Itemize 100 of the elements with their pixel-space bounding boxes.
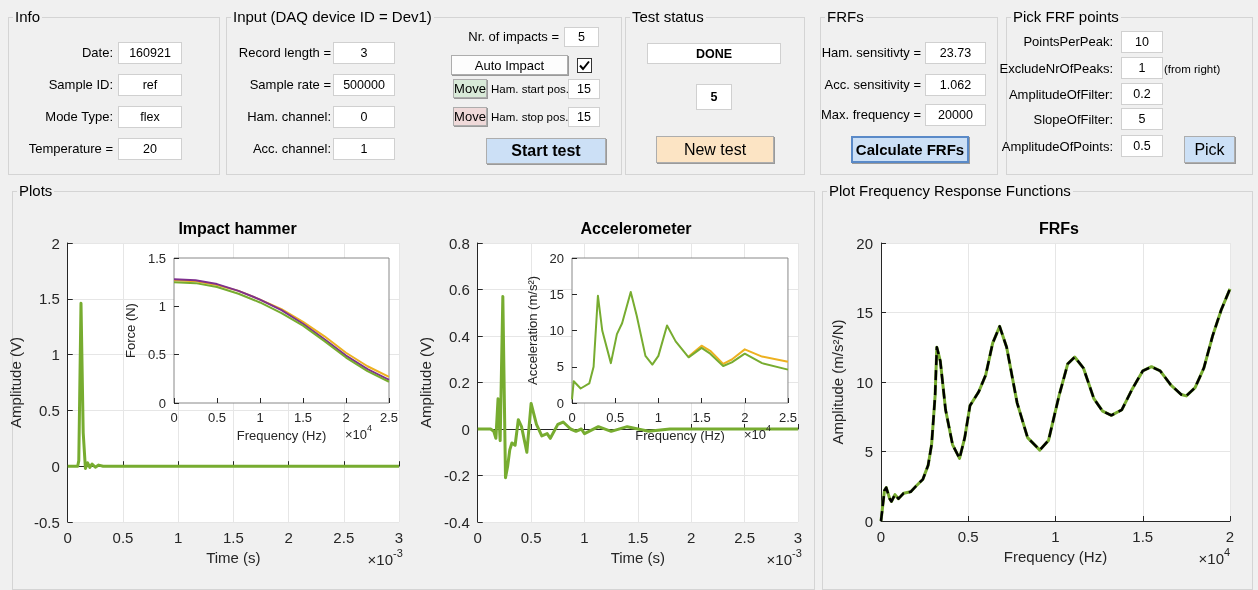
x-tick-label: 1 (654, 410, 662, 425)
x-tick-label: 1 (256, 410, 264, 425)
text: 10 (1121, 31, 1163, 53)
text: Ham. start pos. (491, 82, 569, 96)
text: 1 (1121, 57, 1163, 79)
y-tick-label: -0.5 (33, 513, 60, 531)
x-tick-label: 0.5 (606, 410, 625, 425)
y-tick-label: 2 (51, 234, 60, 252)
y-tick-label: -0.2 (443, 467, 470, 484)
x-tick-label: 3 (793, 529, 803, 546)
text: Nr. of impacts = (467, 29, 559, 45)
text: flex (118, 106, 182, 128)
x-tick-label: 3 (394, 529, 404, 546)
text: 23.73 (925, 42, 986, 64)
text: Sample rate = (249, 77, 331, 92)
text: Ham. channel: (247, 109, 331, 124)
x-tick-label: 2 (342, 410, 350, 425)
y-tick-label: 5 (864, 443, 873, 460)
text: Temperature = (27, 141, 113, 157)
y-tick-label: 20 (549, 250, 564, 266)
y-tick-label: 20 (856, 234, 873, 252)
text: 5 (1121, 108, 1163, 130)
chart-title: Accelerometer (580, 219, 692, 237)
text: 0.5 (1121, 135, 1163, 157)
y-tick-label: 0 (864, 512, 873, 530)
x-tick-label: 0.5 (207, 410, 227, 425)
y-tick-label: 1.5 (38, 290, 60, 308)
y-tick-label: 0.6 (448, 281, 470, 298)
y-axis-title: Amplitude (m/s²/N) (829, 319, 846, 445)
y-tick-label: 1 (158, 298, 166, 314)
text: 5 (696, 84, 732, 110)
y-axis-title: Acceleration (m/s²) (524, 275, 540, 386)
y-tick-label: 10 (856, 373, 873, 391)
x-axis-title: Time (s) (206, 549, 261, 566)
y-tick-label: 0.4 (448, 327, 470, 345)
x-tick-label: 2 (284, 529, 293, 546)
y-axis-title: Force (N) (123, 303, 139, 358)
text: AmplitudeOfFilter: (1008, 87, 1113, 102)
y-tick-label: 1.5 (147, 250, 166, 266)
text: Calculate FRFs (851, 136, 969, 163)
text: 500000 (333, 74, 395, 96)
x-tick-label: 1.5 (1132, 528, 1154, 545)
x-tick-label: 0 (170, 410, 178, 425)
x-axis-title: Frequency (Hz) (1003, 548, 1108, 565)
text: Auto Impact (451, 55, 568, 75)
x-tick-label: 1 (580, 529, 589, 546)
text: DONE (647, 43, 781, 64)
y-tick-label: 10 (549, 323, 564, 338)
text: SlopeOfFilter: (1033, 112, 1113, 127)
text: 1.062 (925, 74, 986, 96)
text: Info (13, 8, 43, 26)
x-axis-title: Time (s) (610, 549, 666, 566)
y-axis-title: Amplitude (V) (417, 337, 434, 428)
text: New test (656, 136, 774, 163)
x-tick-label: 2.5 (333, 529, 355, 546)
x-tick-label: 0.5 (112, 529, 134, 546)
text: Ham. stop pos. (491, 110, 569, 124)
y-axis-title: Amplitude (V) (7, 337, 24, 428)
x-axis-title: Frequency (Hz) (236, 427, 327, 443)
text: Plots (17, 182, 55, 200)
y-tick-label: 0.2 (448, 374, 470, 391)
x-tick-label: 1.5 (692, 410, 711, 425)
x-tick-label: 2.5 (379, 410, 399, 425)
x-axis-title: Frequency (Hz) (635, 427, 725, 443)
text: Move (453, 107, 487, 126)
text: Acc. sensitivity = (823, 77, 921, 93)
text: 20000 (925, 104, 986, 126)
text: Date: (80, 45, 113, 61)
text: AmplitudeOfPoints: (1001, 139, 1113, 154)
x-tick-label: 2 (687, 529, 696, 546)
y-tick-label: -0.4 (443, 513, 470, 531)
x-tick-label: 0 (876, 528, 886, 545)
text: 0.2 (1121, 83, 1163, 105)
text: Pick FRF points (1011, 8, 1121, 26)
y-tick-label: 15 (549, 286, 564, 302)
text: ref (118, 74, 182, 96)
x-tick-label: 1 (173, 529, 183, 546)
y-tick-label: 0 (51, 457, 60, 475)
text: Max. frequency = (819, 107, 921, 123)
x-tick-label: 0 (568, 410, 576, 425)
x-tick-label: 0 (63, 529, 72, 546)
x-tick-label: 1.5 (293, 410, 313, 425)
x-tick-label: 0.5 (520, 529, 542, 546)
x-tick-label: 2.5 (778, 410, 797, 425)
x-tick-label: 1.5 (222, 529, 244, 546)
text: Sample ID: (47, 77, 113, 93)
x-tick-label: 0.5 (957, 528, 979, 545)
text: FRFs (825, 8, 866, 26)
text: Test status (630, 8, 706, 26)
text: ExcludeNrOfPeaks: (998, 61, 1113, 77)
text: (from right) (1164, 62, 1221, 76)
text: Acc. channel: (252, 141, 331, 156)
y-tick-label: 0.8 (448, 234, 470, 252)
y-tick-label: 5 (556, 359, 564, 375)
text: Ham. sensitivty = (821, 45, 921, 60)
x-tick-label: 1.5 (627, 529, 649, 546)
text: Record length = (238, 45, 331, 60)
y-tick-label: 0.5 (147, 347, 166, 363)
text: Mode Type: (44, 109, 113, 125)
x-tick-label: 1 (1051, 528, 1060, 545)
